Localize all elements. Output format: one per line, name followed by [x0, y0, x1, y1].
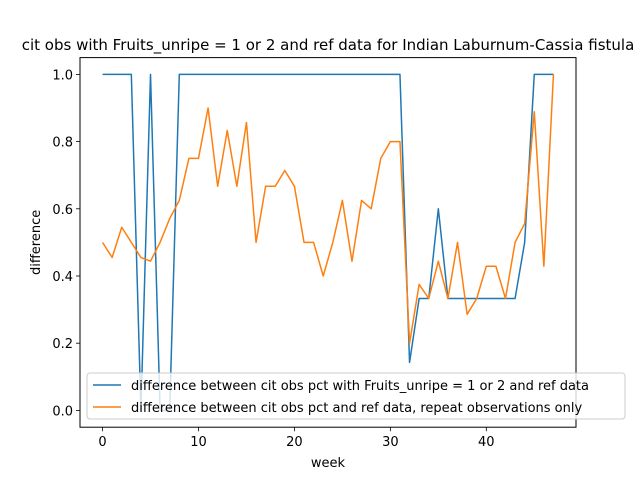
- y-tick-label: 0.2: [52, 337, 73, 352]
- legend-label-series-1: difference between cit obs pct with Frui…: [131, 379, 589, 394]
- x-tick-label: 40: [478, 435, 495, 450]
- x-tick-label: 20: [286, 435, 303, 450]
- x-axis-label: week: [311, 456, 346, 471]
- series-line-1: [102, 73, 554, 412]
- chart-title: cit obs with Fruits_unripe = 1 or 2 and …: [22, 36, 635, 55]
- series-line-2: [101, 74, 555, 344]
- x-tick-label: 0: [98, 435, 106, 450]
- legend-box: [86, 372, 626, 420]
- legend-label-series-2: difference between cit obs pct and ref d…: [131, 401, 582, 416]
- y-tick-label: 0.0: [52, 404, 73, 419]
- x-tick-label: 10: [190, 435, 207, 450]
- plot-frame: [79, 57, 577, 428]
- y-tick-label: 0.4: [52, 270, 73, 285]
- y-tick-label: 0.6: [52, 203, 73, 218]
- legend: difference between cit obs pct with Frui…: [86, 372, 626, 420]
- x-tick-label: 30: [382, 435, 399, 450]
- y-tick-label: 1.0: [52, 68, 73, 83]
- y-axis-label: difference: [29, 210, 44, 275]
- y-tick-label: 0.8: [52, 136, 73, 151]
